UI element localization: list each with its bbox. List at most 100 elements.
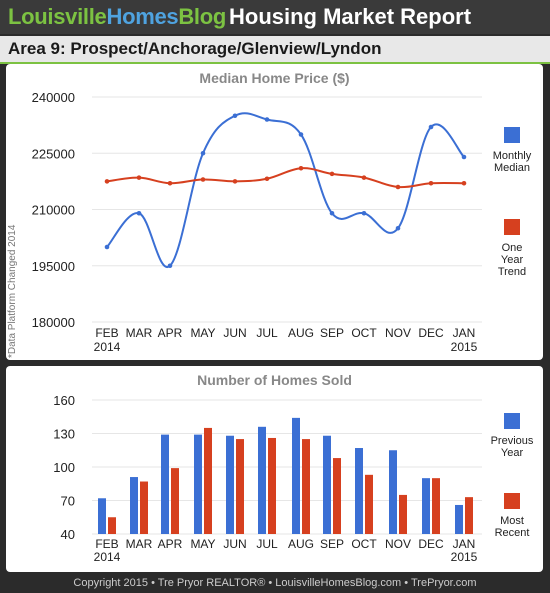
y-tick-label: 40 — [61, 527, 75, 542]
data-point — [264, 176, 270, 182]
data-point — [104, 244, 110, 250]
data-point — [136, 175, 142, 180]
x-tick-label: APR — [158, 537, 183, 551]
x-tick-label: MAY — [190, 537, 215, 551]
data-point — [232, 179, 238, 184]
brand-part-louisville: Louisville — [8, 4, 107, 29]
y-tick-label: 240000 — [32, 90, 75, 105]
bar-previous-year — [194, 434, 202, 534]
x-tick-label: OCT — [351, 326, 377, 340]
x-tick-label: SEP — [320, 326, 344, 340]
x-tick-label: FEB — [95, 537, 118, 551]
bar-previous-year — [422, 478, 430, 534]
x-tick-label: DEC — [418, 537, 444, 551]
legend-label: Year — [501, 447, 524, 459]
data-point — [361, 175, 367, 180]
bar-previous-year — [323, 435, 331, 534]
x-tick-label: AUG — [288, 326, 314, 340]
legend-swatch — [504, 219, 520, 235]
x-tick-label: JUN — [223, 537, 246, 551]
bar-most-recent — [302, 439, 310, 534]
bar-most-recent — [140, 481, 148, 534]
x-tick-year: 2014 — [94, 550, 121, 564]
x-tick-label: MAR — [126, 326, 153, 340]
data-point — [428, 180, 434, 186]
data-point — [136, 210, 142, 216]
data-point — [361, 210, 367, 216]
data-point — [264, 117, 270, 122]
data-point — [298, 132, 304, 137]
data-point — [104, 179, 110, 184]
bar-most-recent — [108, 517, 116, 534]
data-point — [200, 150, 206, 156]
bar-previous-year — [130, 477, 138, 534]
x-tick-label: NOV — [385, 326, 411, 340]
x-tick-year: 2015 — [451, 550, 478, 564]
data-point — [461, 180, 467, 186]
data-point — [395, 184, 401, 190]
series-line-one-year-trend — [106, 167, 465, 189]
bar-previous-year — [226, 435, 234, 534]
legend-label: Trend — [498, 266, 526, 278]
legend-swatch — [504, 493, 520, 509]
area-title: Area 9: Prospect/Anchorage/Glenview/Lynd… — [8, 39, 382, 58]
x-tick-label: JUN — [223, 326, 246, 340]
data-point — [167, 180, 173, 186]
y-tick-label: 130 — [53, 427, 75, 442]
bar-most-recent — [399, 494, 407, 534]
x-tick-label: JUL — [256, 537, 278, 551]
x-tick-label: NOV — [385, 537, 411, 551]
bar-most-recent — [333, 458, 341, 534]
y-tick-label: 225000 — [32, 146, 75, 161]
report-title: Housing Market Report — [229, 4, 472, 29]
y-tick-label: 180000 — [32, 315, 75, 330]
data-point — [461, 154, 467, 160]
legend-label: Year — [501, 254, 524, 266]
homes-sold-title: Number of Homes Sold — [197, 372, 352, 388]
side-note: *Data Platform Changed 2014 — [7, 224, 18, 358]
x-tick-label: OCT — [351, 537, 377, 551]
legend-label: One — [502, 242, 523, 254]
data-point — [232, 113, 238, 119]
y-tick-label: 195000 — [32, 259, 75, 274]
bar-most-recent — [465, 497, 473, 534]
x-tick-year: 2015 — [451, 340, 478, 354]
median-price-title: Median Home Price ($) — [199, 70, 350, 86]
bar-previous-year — [98, 498, 106, 534]
brand-part-homes: Homes — [106, 4, 179, 29]
median-price-panel: Median Home Price ($) — [6, 64, 543, 360]
data-point — [329, 171, 335, 177]
data-point — [329, 210, 335, 216]
x-tick-label: DEC — [418, 326, 444, 340]
legend-label: Median — [494, 162, 530, 174]
x-tick-label: JAN — [453, 326, 476, 340]
legend-label: Recent — [495, 527, 530, 539]
legend-label: Most — [500, 515, 524, 527]
bar-previous-year — [292, 417, 300, 534]
y-tick-label: 70 — [61, 494, 75, 509]
x-tick-label: AUG — [288, 537, 314, 551]
bar-most-recent — [432, 478, 440, 534]
data-point — [395, 225, 401, 231]
header-bar: LouisvilleHomesBlog Housing Market Repor… — [0, 0, 550, 34]
x-tick-label: JUL — [256, 326, 278, 340]
x-tick-label: MAR — [126, 537, 153, 551]
bar-previous-year — [455, 504, 463, 534]
bar-most-recent — [204, 427, 212, 534]
bar-most-recent — [236, 439, 244, 534]
legend-swatch — [504, 413, 520, 429]
brand-logo[interactable]: LouisvilleHomesBlog — [8, 4, 226, 30]
bar-most-recent — [268, 437, 276, 534]
y-tick-label: 100 — [53, 460, 75, 475]
legend-label: Previous — [491, 435, 534, 447]
x-tick-label: FEB — [95, 326, 118, 340]
x-tick-label: SEP — [320, 537, 344, 551]
x-tick-label: MAY — [190, 326, 215, 340]
bar-previous-year — [258, 426, 266, 534]
legend-swatch — [504, 127, 520, 143]
data-point — [167, 263, 173, 269]
x-tick-label: JAN — [453, 537, 476, 551]
bar-previous-year — [389, 450, 397, 534]
series-line-monthly-median — [106, 112, 465, 268]
